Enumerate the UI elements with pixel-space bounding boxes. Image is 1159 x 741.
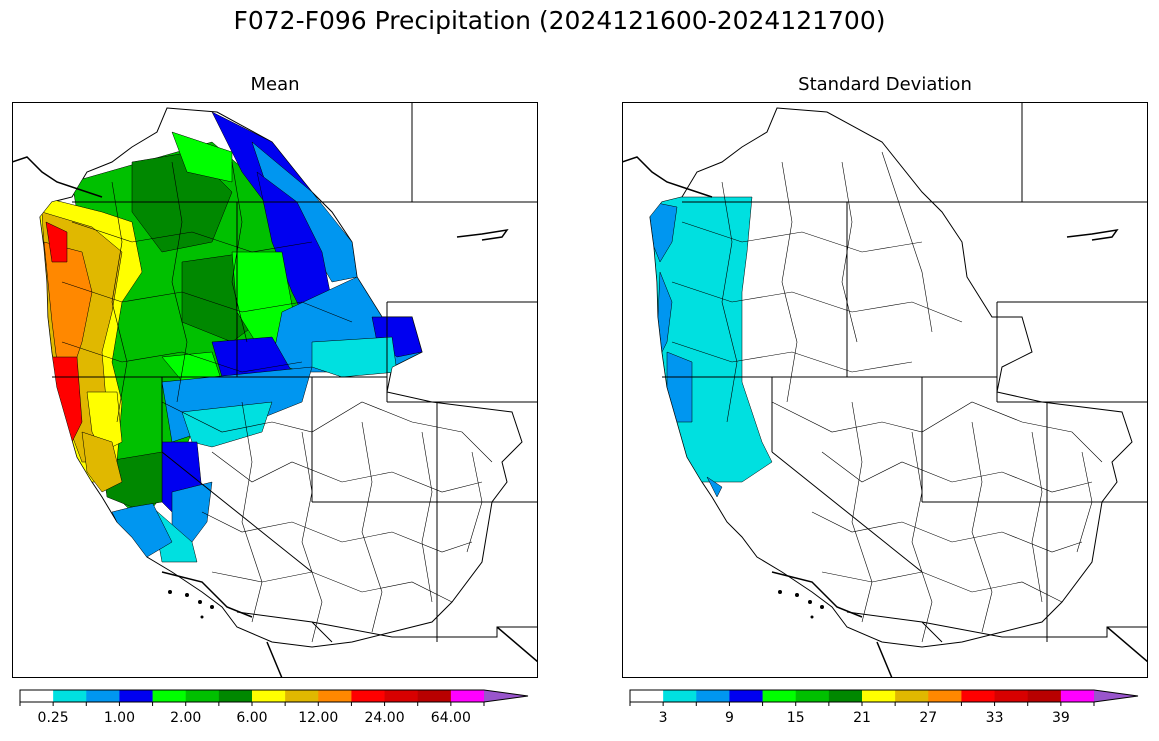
colorbar-segment [762, 690, 797, 702]
colorbar-tick-label: 64.00 [431, 710, 471, 726]
colorbar-tick-label: 2.00 [170, 710, 201, 726]
colorbar-segment [994, 690, 1029, 702]
state-boundaries [52, 102, 538, 643]
colorbar-segment [795, 690, 830, 702]
colorbar-tick-label: 1.00 [104, 710, 135, 726]
colorbar-segment [729, 690, 764, 702]
colorbar-tick-label: 6.00 [236, 710, 267, 726]
colorbar-segment [696, 690, 730, 702]
stddev-panel-title: Standard Deviation [798, 74, 972, 95]
figure-title: F072-F096 Precipitation (2024121600-2024… [233, 6, 886, 35]
colorbar-tick-label: 15 [787, 710, 805, 726]
colorbar-segment [828, 690, 863, 702]
colorbar-segment [252, 690, 286, 702]
stddev-map [622, 102, 1148, 678]
colorbar-segment [86, 690, 120, 702]
stddev-colorbar: 3 9 15 21 27 33 39 [629, 689, 1139, 726]
colorbar-outline [19, 689, 529, 703]
precip-fill [40, 111, 423, 563]
colorbar-segment [928, 690, 962, 702]
colorbar-segment [862, 690, 896, 702]
colorbar-segment [384, 690, 419, 702]
basin-outlines [61, 161, 493, 643]
colorbar-segment [663, 690, 697, 702]
colorbar-tick-label: 39 [1052, 710, 1070, 726]
stddev-fill [650, 196, 773, 498]
mean-colorbar: 0.25 1.00 2.00 6.00 12.00 24.00 64.00 [19, 689, 529, 726]
colorbar-segment [119, 690, 154, 702]
colorbar-outline [629, 689, 1139, 703]
colorbar-segment [218, 690, 253, 702]
islands [168, 590, 214, 619]
colorbar-tick-label: 21 [853, 710, 871, 726]
colorbar-tick-label: 27 [919, 710, 937, 726]
colorbar-segment [20, 690, 54, 702]
colorbar-segment [285, 690, 319, 702]
mean-map [12, 102, 538, 678]
colorbar-tick-label: 24.00 [365, 710, 405, 726]
colorbar-segment [53, 690, 87, 702]
state-boundaries [662, 102, 1148, 643]
colorbar-extend-arrow [1094, 690, 1138, 702]
colorbar-segment [417, 690, 452, 702]
colorbar-segment [630, 690, 664, 702]
colorbar-tick-label: 9 [725, 710, 734, 726]
colorbar-tick-label: 0.25 [38, 710, 69, 726]
coastline [622, 156, 1148, 678]
coastline [12, 156, 538, 678]
colorbar-segment [1060, 690, 1095, 702]
colorbar-segment [152, 690, 187, 702]
colorbar-tick-label: 12.00 [298, 710, 338, 726]
colorbar-tick-label: 3 [659, 710, 668, 726]
colorbar-tick-label: 33 [986, 710, 1004, 726]
colorbar-extend-arrow [484, 690, 528, 702]
colorbar-segment [1027, 690, 1062, 702]
colorbar-segment [961, 690, 996, 702]
colorbar-segment [318, 690, 352, 702]
colorbar-segment [185, 690, 220, 702]
colorbar-segment [450, 690, 485, 702]
islands [778, 590, 824, 619]
colorbar-segment [895, 690, 929, 702]
mean-panel-title: Mean [250, 74, 300, 95]
colorbar-segment [351, 690, 386, 702]
